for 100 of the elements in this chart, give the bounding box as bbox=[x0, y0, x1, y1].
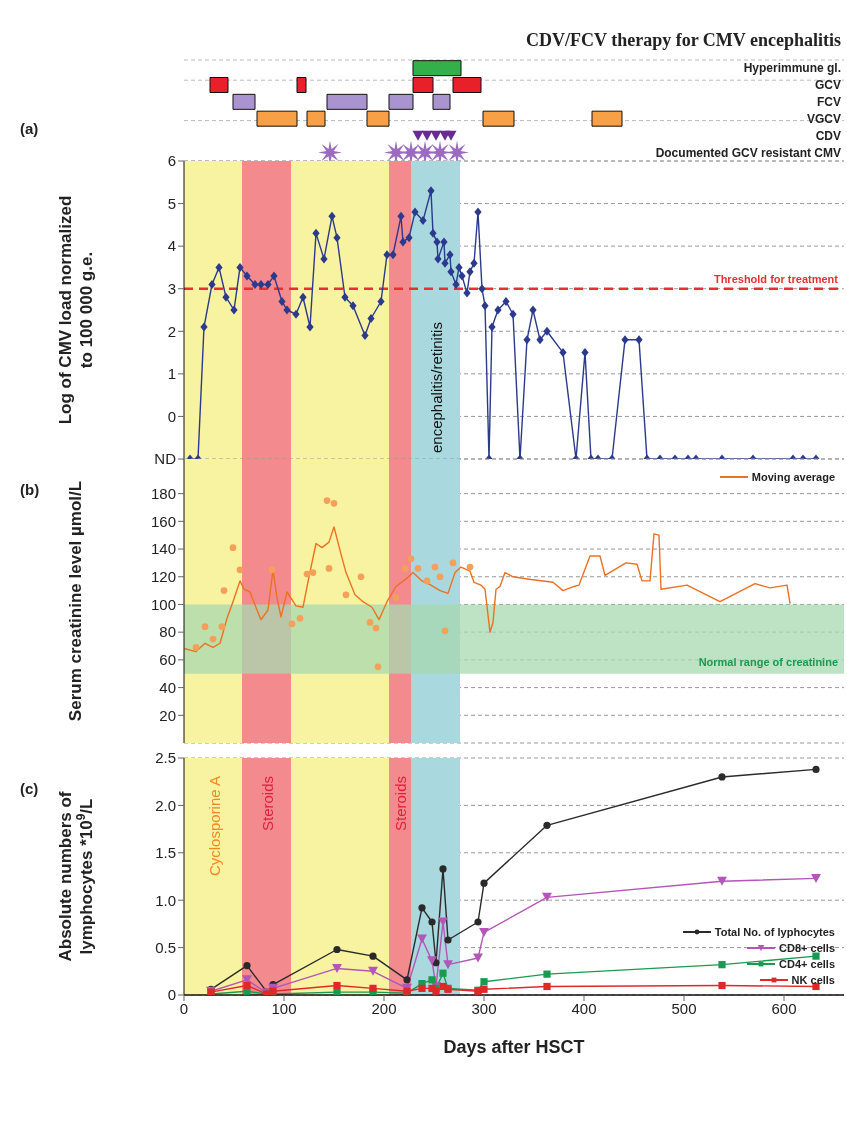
point bbox=[372, 624, 380, 632]
point bbox=[717, 876, 727, 886]
point bbox=[441, 627, 449, 635]
point bbox=[296, 614, 304, 622]
y-tick-label: 1.5 bbox=[155, 844, 176, 862]
band-label: Cyclosporine A bbox=[206, 776, 223, 877]
point bbox=[718, 981, 726, 990]
point bbox=[718, 961, 726, 969]
point bbox=[218, 623, 226, 630]
point bbox=[543, 821, 551, 829]
point bbox=[812, 952, 820, 960]
point bbox=[542, 892, 552, 902]
y-tick-label: 5 bbox=[167, 194, 176, 212]
y-tick-label: 4 bbox=[167, 237, 176, 255]
y-axis-title: Serum creatinine level µmol/L bbox=[66, 480, 85, 722]
x-tick-label: 100 bbox=[271, 999, 297, 1017]
point bbox=[368, 966, 378, 976]
y-tick-label: 2.5 bbox=[155, 749, 176, 767]
point bbox=[243, 962, 251, 970]
point bbox=[718, 773, 726, 781]
x-tick-label: 600 bbox=[771, 999, 797, 1017]
y-tick-label: 0.5 bbox=[155, 938, 176, 956]
point bbox=[427, 956, 437, 966]
point bbox=[439, 969, 447, 977]
y-tick-label: Hyperimmune gl. bbox=[743, 61, 841, 76]
point bbox=[369, 952, 377, 960]
y-tick-label: 140 bbox=[150, 540, 176, 558]
point bbox=[333, 988, 341, 995]
point bbox=[357, 573, 365, 581]
point bbox=[428, 918, 436, 926]
y-tick-label: 160 bbox=[150, 512, 176, 530]
x-axis-title: Days after HSCT bbox=[443, 1037, 585, 1057]
point bbox=[401, 565, 409, 572]
band-label: Steroids bbox=[392, 776, 409, 832]
point bbox=[243, 981, 251, 990]
point bbox=[407, 555, 415, 563]
point bbox=[366, 619, 374, 626]
band-label: encephalitis/retinitis bbox=[427, 322, 445, 453]
y-tick-label: FCV bbox=[817, 95, 841, 110]
point bbox=[403, 976, 411, 984]
point bbox=[342, 591, 350, 599]
ref-line-label: Threshold for treatment bbox=[713, 272, 839, 285]
point bbox=[543, 970, 551, 978]
point bbox=[423, 577, 431, 585]
line-series bbox=[184, 526, 791, 653]
y-tick-label: 2 bbox=[167, 322, 176, 340]
point bbox=[323, 497, 331, 504]
y-tick-label: 180 bbox=[150, 484, 176, 502]
point bbox=[268, 566, 276, 574]
y-tick-label: ND bbox=[154, 450, 177, 468]
point bbox=[479, 927, 489, 937]
point bbox=[374, 663, 382, 671]
y-tick-label: 40 bbox=[159, 678, 176, 696]
point bbox=[436, 573, 444, 581]
point bbox=[229, 544, 237, 552]
y-tick-label: 60 bbox=[159, 651, 176, 669]
bar bbox=[591, 110, 623, 127]
y-tick-label: 1.0 bbox=[155, 891, 176, 909]
y-tick-label: GCV bbox=[814, 78, 841, 93]
point bbox=[439, 865, 447, 873]
point bbox=[303, 570, 311, 578]
point bbox=[428, 976, 436, 984]
point bbox=[480, 985, 488, 993]
legend-label: CD4+ cells bbox=[779, 957, 835, 970]
y-axis-title: Log of CMV load normalized to 100 000 g.e. bbox=[55, 195, 96, 425]
y-tick-label: Documented GCV resistant CMV bbox=[655, 145, 841, 160]
point bbox=[431, 563, 439, 571]
point bbox=[443, 960, 453, 970]
band-label: Steroids bbox=[258, 776, 276, 832]
band-label: Normal range of creatinine bbox=[698, 655, 838, 668]
y-tick-label: 120 bbox=[150, 568, 176, 586]
point bbox=[392, 594, 400, 601]
point bbox=[332, 963, 342, 973]
x-tick-label: 0 bbox=[179, 999, 189, 1017]
legend-label: NK cells bbox=[791, 973, 835, 986]
point bbox=[812, 765, 820, 773]
point bbox=[480, 978, 488, 986]
y-tick-label: 3 bbox=[167, 280, 176, 298]
point bbox=[236, 566, 244, 574]
x-tick-label: 500 bbox=[671, 999, 697, 1017]
y-tick-label: CDV bbox=[815, 128, 841, 143]
point bbox=[309, 569, 317, 576]
point bbox=[418, 904, 426, 912]
point bbox=[414, 565, 422, 572]
y-tick-label: 2.0 bbox=[155, 796, 176, 814]
legend-label: Moving average bbox=[751, 471, 835, 483]
point bbox=[418, 984, 426, 992]
y-tick-label: 80 bbox=[159, 623, 176, 641]
legend-label: CD8+ cells bbox=[779, 941, 835, 954]
point bbox=[480, 879, 488, 887]
x-tick-label: 300 bbox=[471, 999, 497, 1017]
x-tick-label: 200 bbox=[371, 999, 397, 1017]
point bbox=[466, 563, 474, 571]
point bbox=[192, 644, 200, 651]
chart-title: CDV/FCV therapy for CMV encephalitis bbox=[526, 30, 841, 50]
text: (b) bbox=[20, 481, 40, 498]
y-tick-label: 0 bbox=[167, 407, 176, 425]
y-tick-label: VGCV bbox=[806, 111, 841, 126]
point bbox=[330, 499, 338, 507]
text: (a) bbox=[20, 120, 39, 137]
